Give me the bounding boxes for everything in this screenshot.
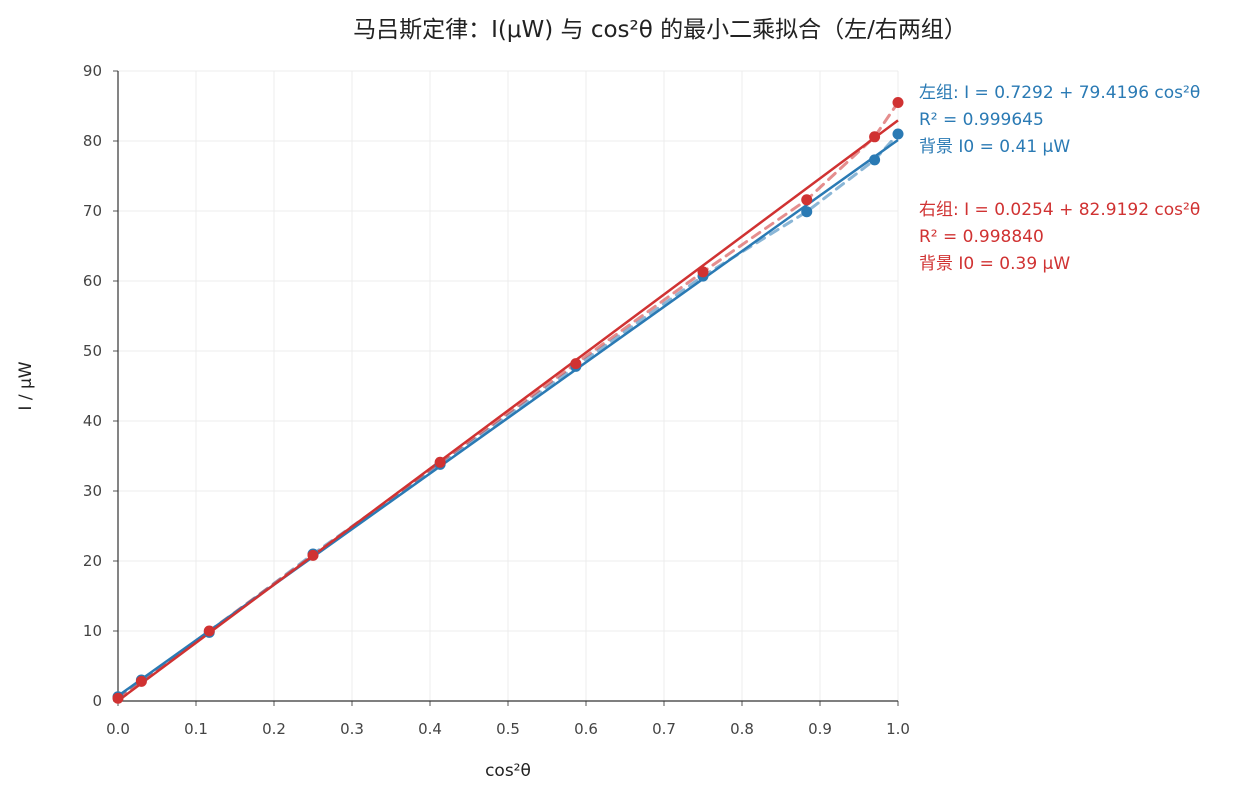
series-1-annotation-line: 背景 I0 = 0.39 μW: [919, 254, 1070, 274]
y-tick-label: 60: [83, 272, 102, 290]
series-1-point: [869, 131, 881, 143]
series-1-point: [307, 549, 319, 561]
series-1-point: [135, 675, 147, 687]
series-1-point: [112, 692, 124, 704]
x-tick-label: 0.7: [652, 720, 676, 738]
x-tick-label: 0.8: [730, 720, 754, 738]
annotation-layer: 左组: I = 0.7292 + 79.4196 cos²θ R² = 0.999…: [919, 83, 1200, 274]
series-1-annotation-line: 右组: I = 0.0254 + 82.9192 cos²θ: [919, 200, 1200, 220]
y-tick-label: 30: [83, 482, 102, 500]
series-1-point: [203, 625, 215, 637]
x-axis-label: cos²θ: [485, 761, 531, 781]
series-0-point: [801, 206, 813, 218]
series-1-point: [570, 358, 582, 370]
x-tick-label: 0.0: [106, 720, 130, 738]
y-tick-label: 0: [92, 692, 102, 710]
series-1-point: [801, 194, 813, 206]
chart-title: 马吕斯定律：I(μW) 与 cos²θ 的最小二乘拟合（左/右两组）: [353, 17, 967, 43]
grid-layer: [118, 70, 899, 701]
y-tick-label: 80: [83, 132, 102, 150]
series-1-point: [434, 456, 446, 468]
fit-layer: [116, 101, 900, 702]
x-tick-label: 0.1: [184, 720, 208, 738]
x-tick-label: 0.2: [262, 720, 286, 738]
series-1-point: [892, 97, 904, 108]
y-tick-label: 90: [83, 62, 102, 80]
x-tick-label: 0.4: [418, 720, 442, 738]
y-tick-label: 10: [83, 622, 102, 640]
series-1-point: [697, 266, 709, 278]
x-tick-label: 1.0: [886, 720, 910, 738]
y-tick-label: 70: [83, 202, 102, 220]
series-0-point: [869, 154, 881, 166]
point-layer: [112, 97, 904, 704]
y-axis-label: I / μW: [16, 361, 36, 410]
axis-layer: 0.0 0.1 0.2 0.3 0.4 0.5 0.6 0.7 0.8 0.9 1.0 0 10 20 30…: [83, 62, 910, 738]
series-0-annotation-line: 左组: I = 0.7292 + 79.4196 cos²θ: [919, 83, 1200, 103]
x-tick-label: 0.5: [496, 720, 520, 738]
x-tick-label: 0.3: [340, 720, 364, 738]
x-tick-label: 0.9: [808, 720, 832, 738]
series-0-annotation-line: 背景 I0 = 0.41 μW: [919, 137, 1070, 157]
series-1-fit-line: [117, 119, 899, 702]
x-tick-label: 0.6: [574, 720, 598, 738]
series-0-annotation-line: R² = 0.999645: [919, 110, 1044, 130]
series-0-point: [892, 128, 904, 140]
y-tick-label: 20: [83, 552, 102, 570]
y-tick-label: 40: [83, 412, 102, 430]
y-tick-label: 50: [83, 342, 102, 360]
series-1-annotation-line: R² = 0.998840: [919, 227, 1044, 247]
